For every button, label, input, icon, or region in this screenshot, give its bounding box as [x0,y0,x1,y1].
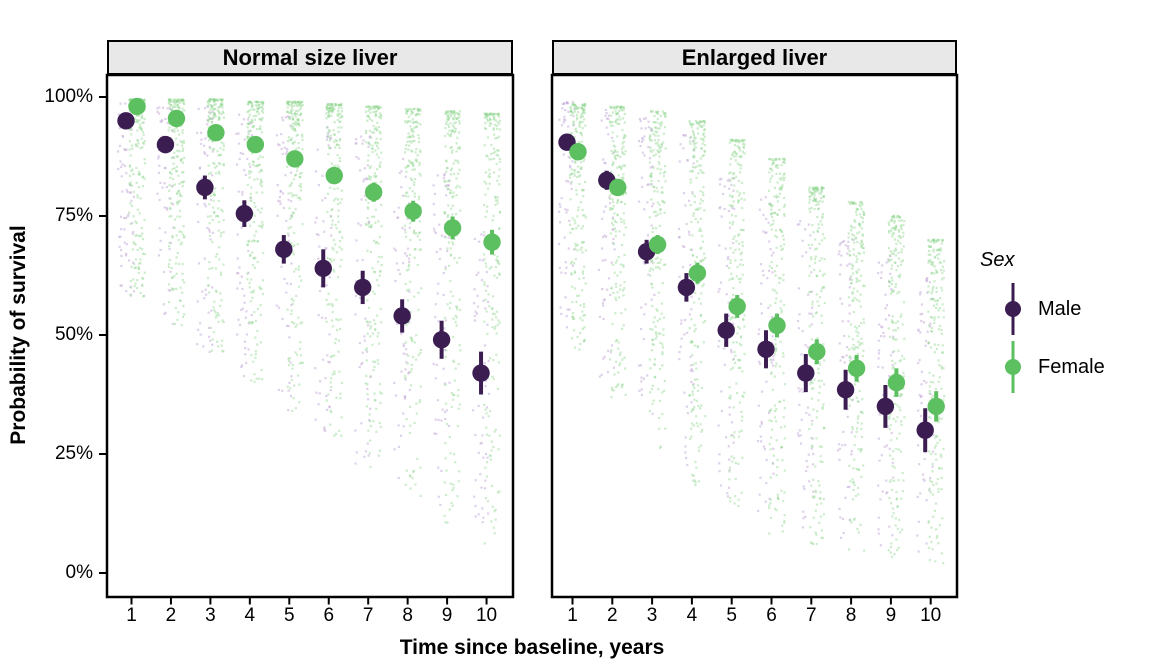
x-tick-label: 2 [607,605,618,626]
legend-label-female: Female [1038,355,1105,378]
facet-strip-label: Enlarged liver [681,44,828,70]
x-tick-label: 4 [686,605,698,626]
legend-item-female: Female [1000,338,1105,396]
panel-marks-0 [117,97,502,545]
x-tick-label: 6 [323,605,335,626]
y-tick-label: 50% [54,324,93,345]
male-pointrange-icon [1005,283,1021,335]
facet-strip-enlarged-liver: Enlarged liver [552,40,957,75]
x-tick-label: 1 [567,605,578,626]
female-pointrange-icon [1005,341,1021,393]
x-tick-label: 3 [205,605,216,626]
x-tick-label: 1 [126,605,137,626]
y-axis-title: Probability of survival [7,225,30,445]
panel-border-1 [550,73,959,599]
facet-strip-normal-liver: Normal size liver [107,40,513,75]
y-tick-label: 25% [54,443,93,464]
x-tick-label: 8 [402,605,413,626]
x-tick-label: 8 [845,605,857,626]
legend-label-male: Male [1038,297,1082,320]
y-tick-label: 100% [44,86,93,107]
x-tick-label: 7 [806,605,817,626]
x-tick-label: 6 [766,605,777,626]
y-tick-label: 0% [65,562,93,583]
x-tick-label: 5 [284,605,295,626]
x-tick-label: 9 [441,605,453,626]
x-tick-label: 10 [920,605,942,626]
x-tick-label: 5 [726,605,737,626]
x-tick-label: 2 [165,605,177,626]
legend-item-male: Male [1000,280,1105,338]
legend: Sex Male Female [974,240,1105,396]
facet-strip-label: Normal size liver [222,44,398,70]
y-tick-label: 75% [54,205,93,226]
x-tick-label: 4 [244,605,256,626]
panel-marks-1 [558,100,946,565]
legend-title: Sex [980,249,1015,271]
x-tick-label: 9 [885,605,897,626]
x-tick-label: 10 [475,605,498,626]
x-axis-title: Time since baseline, years [399,636,665,659]
x-tick-label: 7 [362,605,374,626]
x-tick-label: 3 [646,605,658,626]
